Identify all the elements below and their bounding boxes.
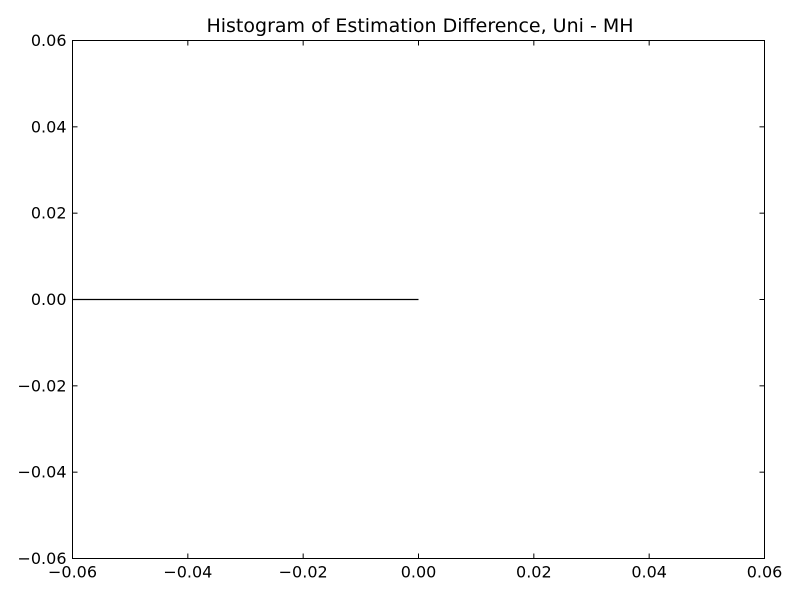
- x-tick-label: −0.04: [163, 563, 212, 582]
- x-tick-label: 0.00: [401, 563, 437, 582]
- x-tick-label: −0.06: [48, 563, 97, 582]
- y-tick-label: 0.02: [31, 204, 67, 223]
- y-tick-label: −0.04: [17, 463, 66, 482]
- x-tick-label: 0.06: [747, 563, 783, 582]
- y-tick-label: 0.00: [31, 290, 67, 309]
- axis-tick-labels: −0.06 −0.04 −0.02 0.00 0.02 0.04 0.06 0.06 0.04 0…: [17, 31, 782, 582]
- y-tick-label: −0.06: [17, 549, 66, 568]
- y-tick-label: 0.06: [31, 31, 67, 50]
- y-tick-label: 0.04: [31, 117, 67, 136]
- x-tick-label: 0.04: [631, 563, 667, 582]
- chart-title: Histogram of Estimation Difference, Uni …: [206, 15, 633, 37]
- x-tick-label: −0.02: [279, 563, 328, 582]
- axis-ticks: [72, 40, 765, 559]
- x-tick-label: 0.02: [516, 563, 552, 582]
- y-tick-label: −0.02: [17, 376, 66, 395]
